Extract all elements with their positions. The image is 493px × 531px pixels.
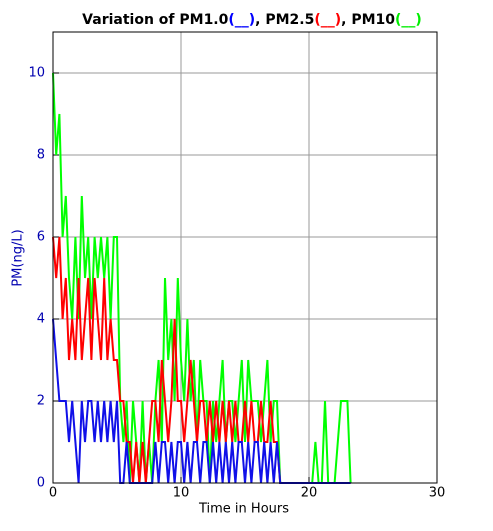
- title-part: , PM10: [341, 12, 395, 28]
- x-tick-label: 10: [173, 486, 190, 501]
- y-tick-label: 0: [37, 476, 45, 491]
- x-tick-label: 30: [429, 486, 446, 501]
- y-tick-label: 8: [37, 148, 45, 163]
- x-tick-label: 20: [301, 486, 318, 501]
- y-tick-label: 2: [37, 394, 45, 409]
- plot-frame: [52, 31, 438, 484]
- title-part: Variation of PM1.0: [82, 12, 228, 28]
- y-tick-label: 4: [37, 312, 45, 327]
- y-tick-label: 10: [28, 66, 45, 81]
- x-axis-label: Time in Hours: [198, 502, 289, 517]
- y-axis-label: PM(ng/L): [11, 229, 26, 286]
- y-tick-label: 6: [37, 230, 45, 245]
- title-part: (__): [395, 12, 422, 28]
- title-part: (__): [314, 12, 341, 28]
- chart-title: Variation of PM1.0(__), PM2.5(__), PM10(…: [82, 12, 422, 28]
- title-part: , PM2.5: [255, 12, 314, 28]
- x-tick-label: 0: [49, 486, 57, 501]
- title-part: (__): [228, 12, 255, 28]
